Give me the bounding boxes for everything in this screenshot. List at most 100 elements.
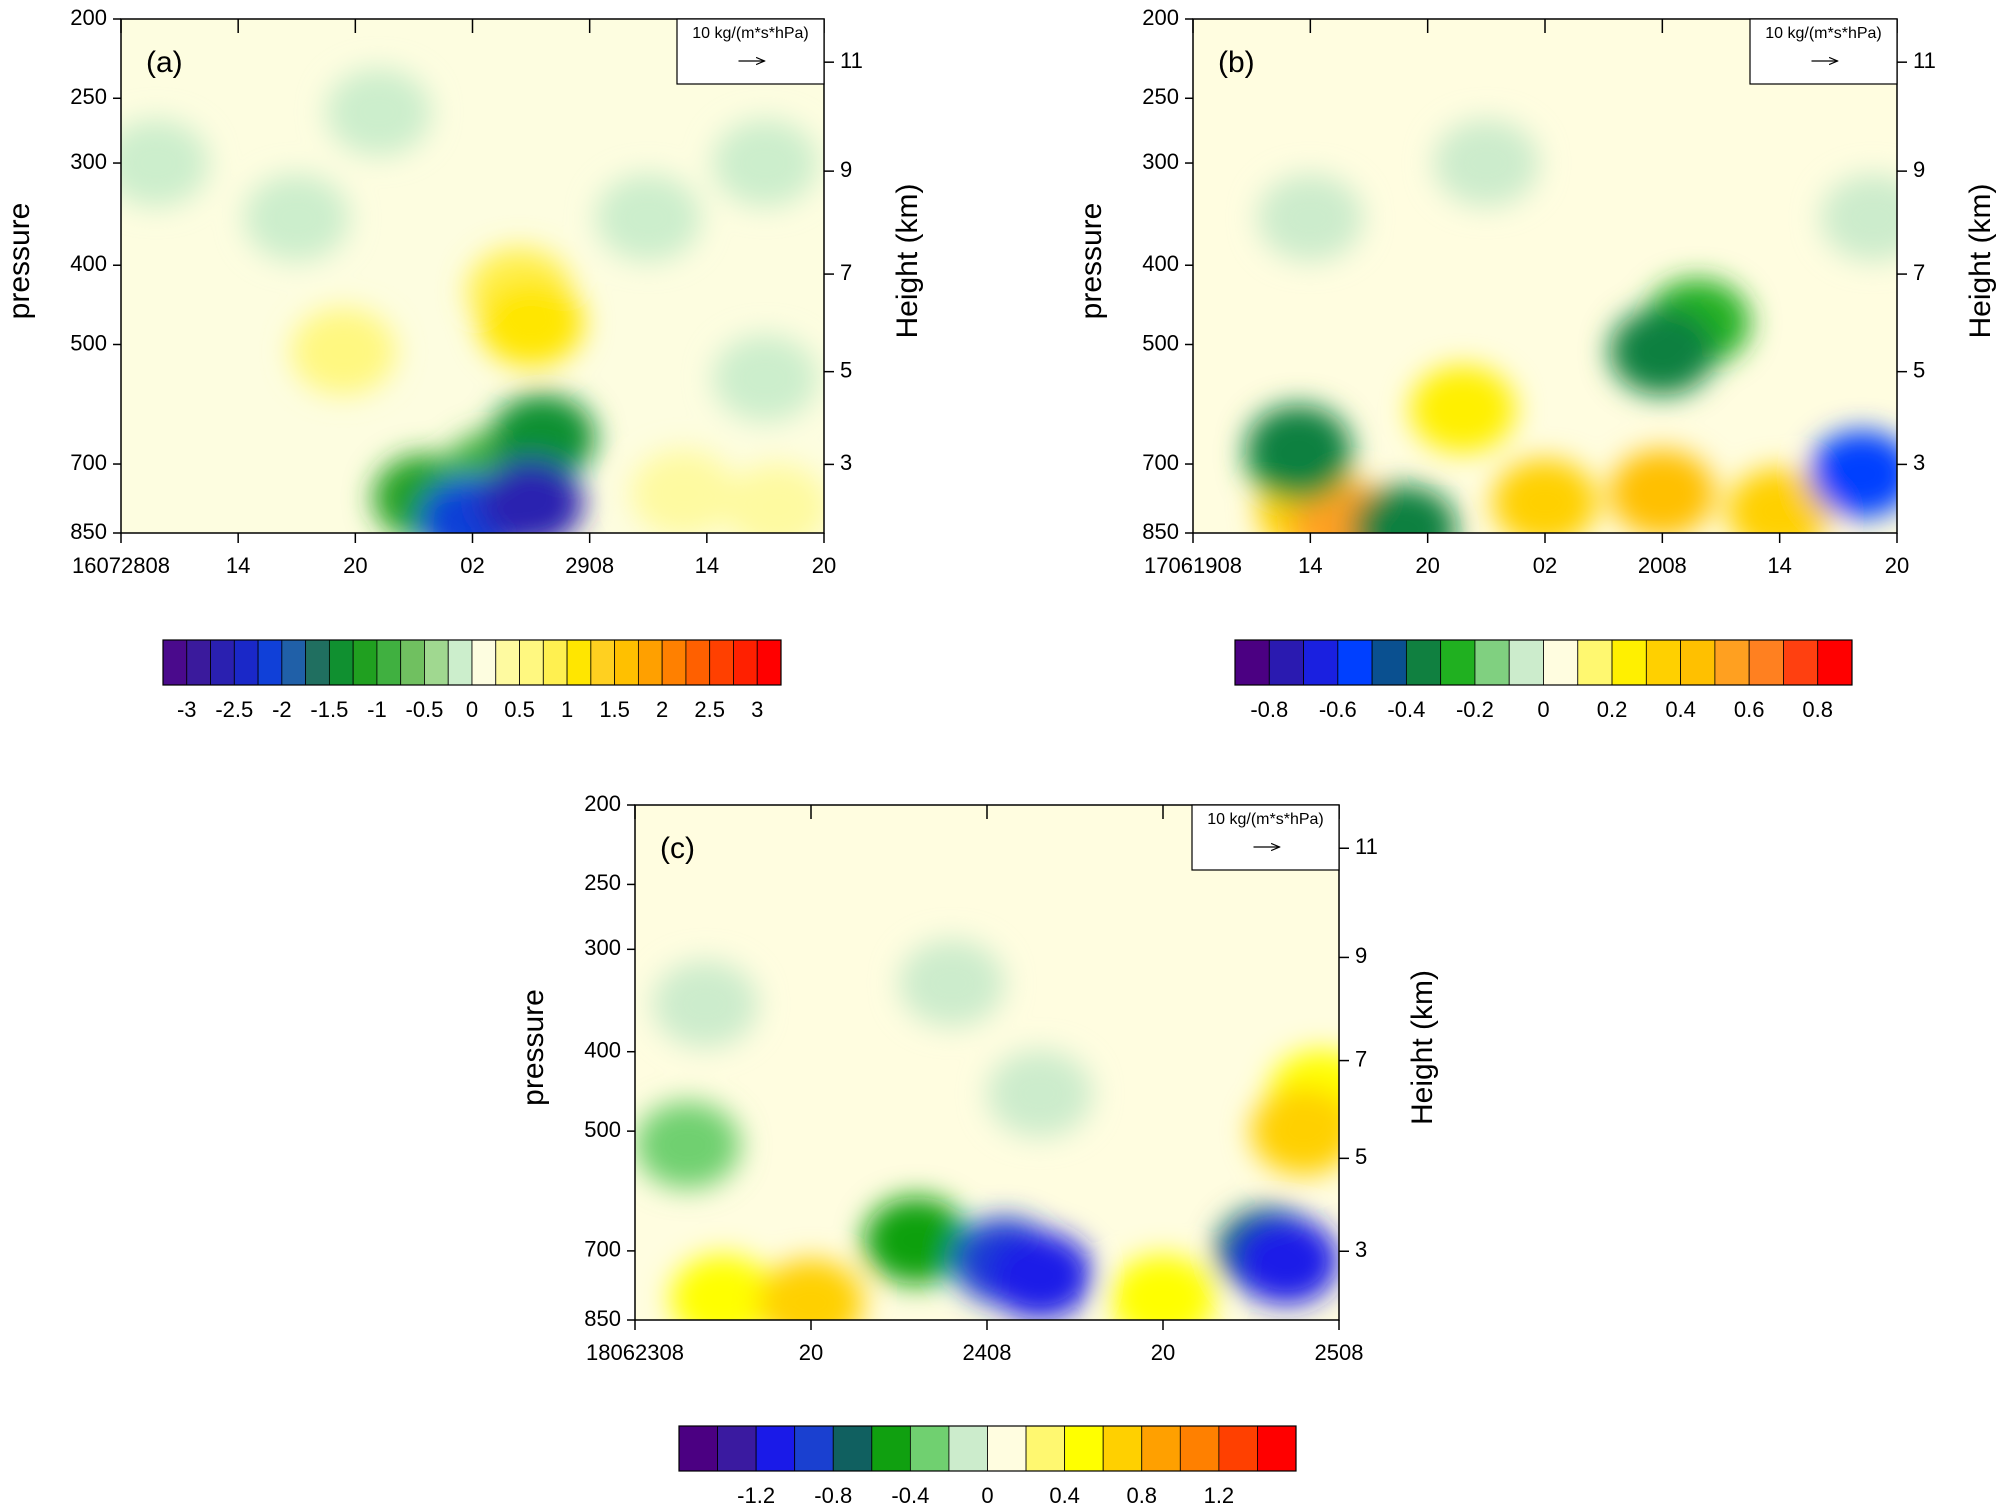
x-tick-label: 20 — [799, 1340, 823, 1365]
colorbar-box — [1337, 639, 1373, 686]
colorbar-tick-label: 1 — [561, 697, 573, 722]
reference-box — [676, 18, 825, 85]
colorbar-box — [566, 639, 592, 686]
y2-axis-title: Height (km) — [891, 183, 924, 338]
field-region — [478, 458, 584, 533]
field-region — [1410, 365, 1516, 453]
colorbar-box — [1508, 639, 1544, 686]
colorbar-tick-label: 0.6 — [1734, 697, 1765, 722]
colorbar-box — [1371, 639, 1407, 686]
reference-box — [1191, 804, 1340, 871]
colorbar-tick-label: -3 — [177, 697, 197, 722]
y-tick-label: 400 — [70, 251, 107, 276]
colorbar-box — [305, 639, 330, 686]
colorbar-tick-label: -0.4 — [891, 1483, 929, 1507]
colorbar-box — [1268, 639, 1304, 686]
colorbar-tick-label: 0.4 — [1665, 697, 1696, 722]
colorbar-box — [1025, 1425, 1066, 1472]
field-region — [490, 394, 596, 482]
colorbar-tick-label: 1.2 — [1204, 1483, 1235, 1507]
colorbar-box — [1748, 639, 1784, 686]
y2-tick-label: 7 — [840, 260, 852, 285]
y-tick-label: 850 — [584, 1306, 621, 1331]
x-tick-label: 20 — [1885, 553, 1909, 578]
y-axis-title: pressure — [3, 203, 36, 320]
field — [635, 939, 1339, 1320]
colorbar-box — [186, 639, 211, 686]
field-region — [1820, 174, 1897, 262]
field-region — [1433, 119, 1540, 207]
y-tick-label: 300 — [584, 935, 621, 960]
field-region — [712, 334, 819, 423]
colorbar-box — [1257, 1425, 1297, 1472]
y-tick-label: 700 — [584, 1237, 621, 1262]
x-tick-label: 20 — [812, 553, 836, 578]
colorbar-box — [909, 1425, 950, 1472]
colorbar-box — [1817, 639, 1853, 686]
x-tick-label: 14 — [695, 553, 719, 578]
field-region — [652, 960, 759, 1048]
colorbar-box — [756, 639, 782, 686]
colorbar-box — [717, 1425, 757, 1472]
colorbar-box — [1102, 1425, 1143, 1472]
colorbar-tick-label: -0.5 — [406, 697, 444, 722]
x-tick-label: 16072808 — [72, 553, 170, 578]
field-region — [1233, 1217, 1339, 1305]
field-region — [1245, 404, 1352, 493]
colorbar-box — [987, 1425, 1027, 1472]
field-region — [987, 1231, 1093, 1320]
colorbar-tick-label: 0 — [981, 1483, 993, 1507]
colorbar-box — [1611, 639, 1647, 686]
colorbar-tick-label: 1.5 — [599, 697, 630, 722]
y-tick-label: 250 — [70, 84, 107, 109]
field-region — [1351, 485, 1457, 533]
y-tick-label: 250 — [1142, 84, 1179, 109]
colorbar-box — [948, 1425, 988, 1472]
y2-tick-label: 11 — [1355, 834, 1378, 859]
y-tick-label: 500 — [584, 1117, 621, 1142]
colorbar-box — [495, 639, 520, 686]
reference-vector-label: 10 kg/(m*s*hPa) — [692, 25, 809, 42]
x-tick-label: 02 — [460, 553, 484, 578]
colorbar-box — [519, 639, 544, 686]
field-region — [478, 278, 584, 367]
colorbar-tick-label: -0.8 — [1250, 697, 1288, 722]
colorbar-box — [471, 639, 497, 686]
colorbar-tick-label: 0 — [1537, 697, 1549, 722]
field-region — [987, 1049, 1093, 1138]
colorbar-box — [678, 1425, 718, 1472]
colorbar-box — [400, 639, 425, 686]
colorbar-box — [1645, 639, 1682, 686]
field-region — [670, 1254, 776, 1320]
colorbar-tick-label: -0.6 — [1319, 697, 1357, 722]
reference-vector-label: 10 kg/(m*s*hPa) — [1765, 25, 1882, 42]
colorbar-box — [542, 639, 568, 686]
x-tick-label: 02 — [1533, 553, 1557, 578]
y2-tick-label: 9 — [1913, 157, 1925, 182]
y-tick-label: 850 — [70, 519, 107, 544]
colorbar-box — [794, 1425, 834, 1472]
y2-tick-label: 9 — [840, 157, 852, 182]
colorbar-box — [328, 639, 354, 686]
field-region — [863, 1196, 970, 1285]
x-tick-label: 20 — [1415, 553, 1439, 578]
colorbar-box — [590, 639, 616, 686]
y-tick-label: 200 — [70, 5, 107, 30]
colorbar-tick-label: 0.5 — [504, 697, 535, 722]
field-region — [1257, 174, 1364, 262]
colorbar-tick-label: 2.5 — [694, 697, 725, 722]
colorbar-box — [1714, 639, 1750, 686]
y-tick-label: 500 — [70, 330, 107, 355]
y-axis-title: pressure — [1075, 203, 1108, 320]
x-tick-label: 20 — [343, 553, 367, 578]
colorbar-box — [871, 1425, 911, 1472]
field-region — [290, 307, 397, 396]
y2-tick-label: 7 — [1913, 260, 1925, 285]
field-region — [1726, 467, 1833, 533]
field-region — [758, 1259, 864, 1320]
y-tick-label: 700 — [1142, 450, 1179, 475]
reference-box — [1749, 18, 1898, 85]
x-tick-label: 14 — [1298, 553, 1322, 578]
colorbar-box — [1218, 1425, 1258, 1472]
colorbar-box — [1440, 639, 1476, 686]
